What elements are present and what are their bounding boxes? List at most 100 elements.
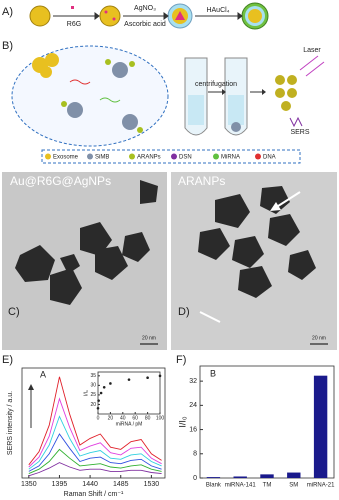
decoration: [228, 95, 244, 125]
x-axis-label: Raman Shift / cm⁻¹: [64, 491, 124, 498]
panel-label: A): [2, 6, 13, 18]
point: [146, 376, 149, 380]
step-label: HAuCl₄: [206, 7, 229, 14]
x-tick-label: miRNA-141: [225, 483, 257, 489]
decoration: [71, 6, 74, 9]
decoration: [60, 254, 80, 274]
legend-swatch: [255, 153, 261, 160]
decoration: [199, 311, 221, 323]
point: [96, 406, 100, 410]
x-tick-label: 1350: [21, 481, 37, 488]
legend-swatch: [213, 153, 219, 160]
decoration: [262, 89, 266, 95]
sers-label: SERS: [290, 129, 309, 136]
panel-title: ARANPs: [178, 174, 225, 188]
decoration: [215, 194, 250, 228]
decoration: [305, 61, 325, 77]
scale-label: 20 nm: [312, 335, 326, 341]
decoration: [15, 180, 316, 305]
x-tick-label: 100: [156, 415, 165, 421]
decoration: [80, 222, 112, 256]
x-tick-label: SM: [289, 483, 298, 489]
bar: [206, 477, 221, 478]
panel-label: C): [8, 306, 20, 318]
detection-scheme: [11, 45, 325, 164]
x-tick-label: 60: [132, 415, 138, 421]
decoration: [99, 97, 121, 103]
decoration: [122, 232, 150, 262]
panel-label: D): [178, 306, 190, 318]
point: [109, 382, 112, 385]
decoration: [275, 75, 285, 85]
panel-label: E): [2, 354, 13, 366]
series-line: [28, 415, 162, 470]
decoration: [15, 245, 55, 282]
legend-swatch: [87, 153, 93, 160]
x-tick-label: TM: [263, 483, 272, 489]
decoration: [288, 250, 316, 280]
decoration: [299, 55, 319, 71]
decoration: [122, 114, 138, 130]
point: [97, 399, 100, 402]
decoration: [281, 101, 291, 111]
legend-swatch: [45, 153, 51, 160]
y-tick-label: 35: [90, 373, 96, 379]
x-tick-label: Blank: [206, 483, 222, 489]
point: [158, 374, 162, 378]
decoration: [99, 5, 121, 27]
decoration: [237, 12, 243, 20]
decoration: [188, 95, 204, 125]
decoration: [163, 12, 169, 20]
decoration: [95, 246, 128, 280]
y-axis-label: SERS intensity / a.u.: [7, 391, 14, 455]
x-tick-label: 40: [120, 415, 126, 421]
decoration: [238, 266, 272, 298]
series-line: [28, 448, 162, 475]
plot-frame: [21, 367, 166, 479]
series-line: [28, 433, 162, 472]
legend-label: DNA: [263, 155, 276, 161]
series-line: [28, 397, 162, 468]
decoration: [69, 79, 91, 85]
point: [127, 378, 131, 381]
decoration: [29, 5, 51, 27]
x-tick-label: 80: [145, 415, 151, 421]
decoration: [287, 75, 297, 85]
synthesis-scheme: [29, 2, 269, 30]
x-tick-label: miRNA-21: [307, 483, 335, 489]
decoration: [222, 89, 226, 95]
decoration: [198, 228, 230, 260]
legend: Exosome SiMB ARANPs DSN MiRNA DNA: [45, 153, 276, 161]
decoration: [289, 116, 303, 128]
y-tick-label: 24: [189, 402, 197, 409]
y-tick-label: 20: [90, 402, 96, 408]
point: [102, 385, 106, 389]
decoration: [287, 88, 297, 98]
step-label: R6G: [67, 21, 81, 28]
x-tick-label: 1395: [52, 481, 68, 488]
decoration: [50, 268, 82, 305]
step-label: AgNO₃: [134, 5, 156, 12]
x-tick-label: 1485: [113, 481, 129, 488]
panel-label: B): [2, 40, 13, 52]
y-tick-label: 30: [90, 383, 96, 389]
decoration: [231, 122, 241, 132]
bar: [233, 476, 247, 478]
decoration: [53, 12, 243, 20]
decoration: [248, 9, 262, 23]
panel-label: F): [176, 354, 186, 366]
bar: [260, 474, 274, 478]
inset-frame: [97, 371, 161, 415]
decoration: [137, 127, 143, 133]
decoration: [112, 17, 116, 21]
y-tick-label: 32: [189, 378, 197, 385]
decoration: [274, 191, 301, 209]
chart-label: A: [40, 369, 46, 379]
tem-images: [2, 172, 337, 350]
point: [99, 391, 103, 395]
x-tick-label: 1530: [144, 481, 160, 488]
decoration: [129, 61, 135, 67]
chart-label: B: [210, 368, 216, 378]
x-tick-label: 1440: [82, 481, 98, 488]
